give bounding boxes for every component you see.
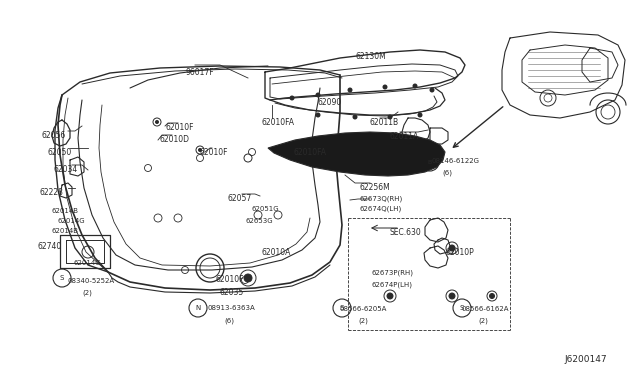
Text: 62653G: 62653G — [246, 218, 274, 224]
Text: 62035: 62035 — [220, 288, 244, 297]
Circle shape — [413, 83, 417, 89]
Circle shape — [417, 112, 422, 118]
Text: 62050: 62050 — [48, 148, 72, 157]
Circle shape — [244, 274, 252, 282]
Circle shape — [316, 93, 321, 97]
Text: 96017F: 96017F — [185, 68, 214, 77]
Text: (2): (2) — [358, 318, 368, 324]
Text: SEC.630: SEC.630 — [390, 228, 422, 237]
Circle shape — [316, 112, 321, 118]
Circle shape — [353, 115, 358, 119]
Text: 08913-6363A: 08913-6363A — [208, 305, 256, 311]
Text: 62051G: 62051G — [252, 206, 280, 212]
Circle shape — [387, 293, 393, 299]
Text: 62010FA: 62010FA — [294, 148, 327, 157]
Text: 62740: 62740 — [38, 242, 62, 251]
Text: 62010FA: 62010FA — [262, 118, 295, 127]
Text: 62011A: 62011A — [390, 132, 419, 141]
Text: 62010A: 62010A — [262, 248, 291, 257]
Polygon shape — [268, 132, 445, 176]
Text: 62014B: 62014B — [52, 228, 79, 234]
Text: 62010F: 62010F — [200, 148, 228, 157]
Text: 62034: 62034 — [54, 165, 78, 174]
Text: 08146-6122G: 08146-6122G — [432, 158, 480, 164]
Text: 62014G: 62014G — [58, 218, 86, 224]
Circle shape — [289, 96, 294, 100]
Text: 62056: 62056 — [42, 131, 67, 140]
Text: 62057: 62057 — [228, 194, 252, 203]
Circle shape — [155, 120, 159, 124]
Text: 08566-6205A: 08566-6205A — [340, 306, 387, 312]
Text: S: S — [460, 305, 464, 311]
Text: N: N — [195, 305, 200, 311]
Text: 62674Q(LH): 62674Q(LH) — [360, 206, 403, 212]
Circle shape — [490, 294, 495, 298]
Text: 08566-6162A: 08566-6162A — [462, 306, 509, 312]
Text: (2): (2) — [478, 318, 488, 324]
Text: 62011B: 62011B — [370, 118, 399, 127]
Text: 62673P(RH): 62673P(RH) — [372, 270, 414, 276]
Text: 62256M: 62256M — [360, 183, 391, 192]
Text: 62228: 62228 — [40, 188, 64, 197]
Circle shape — [449, 245, 455, 251]
Text: 62674P(LH): 62674P(LH) — [372, 282, 413, 289]
Text: B: B — [428, 160, 432, 164]
Circle shape — [429, 87, 435, 93]
Text: (6): (6) — [224, 318, 234, 324]
Circle shape — [383, 84, 387, 90]
Circle shape — [387, 115, 392, 119]
Text: 62090: 62090 — [318, 98, 342, 107]
Text: 62014G: 62014G — [74, 260, 102, 266]
Text: 62010F: 62010F — [166, 123, 195, 132]
Text: 62010D: 62010D — [160, 135, 190, 144]
Circle shape — [449, 293, 455, 299]
Text: S: S — [340, 305, 344, 311]
Text: (6): (6) — [442, 170, 452, 176]
Text: 62010P: 62010P — [446, 248, 475, 257]
Text: 62130M: 62130M — [356, 52, 387, 61]
Text: 08340-5252A: 08340-5252A — [68, 278, 115, 284]
Text: 62673Q(RH): 62673Q(RH) — [360, 195, 403, 202]
Circle shape — [198, 148, 202, 152]
Text: S: S — [60, 275, 64, 281]
Text: 62010F: 62010F — [216, 275, 244, 284]
Text: (2): (2) — [82, 290, 92, 296]
Text: 62014B: 62014B — [52, 208, 79, 214]
Text: J6200147: J6200147 — [564, 355, 607, 364]
Circle shape — [348, 87, 353, 93]
